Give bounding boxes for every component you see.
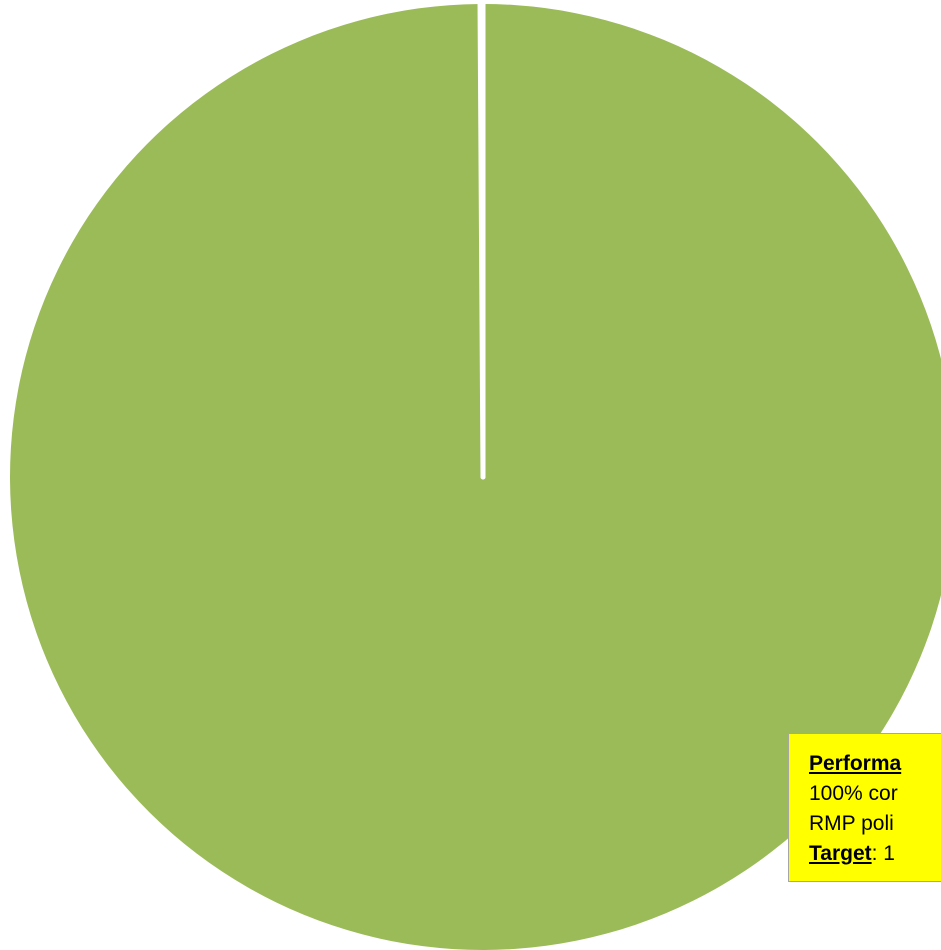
pie-slice-1 — [10, 4, 941, 950]
kpi-line-1: 100% cor — [809, 782, 898, 805]
kpi-annotation-box: Performa 100% cor RMP poli Target: 1 — [788, 733, 941, 882]
kpi-line-2: RMP poli — [809, 812, 894, 835]
slice-separator-2 — [477, 1, 486, 480]
kpi-target-value: : 1 — [871, 842, 895, 865]
kpi-target-label: Target — [809, 842, 872, 865]
kpi-heading: Performa — [809, 752, 902, 775]
kpi-target-line: Target: 1 — [809, 839, 941, 869]
